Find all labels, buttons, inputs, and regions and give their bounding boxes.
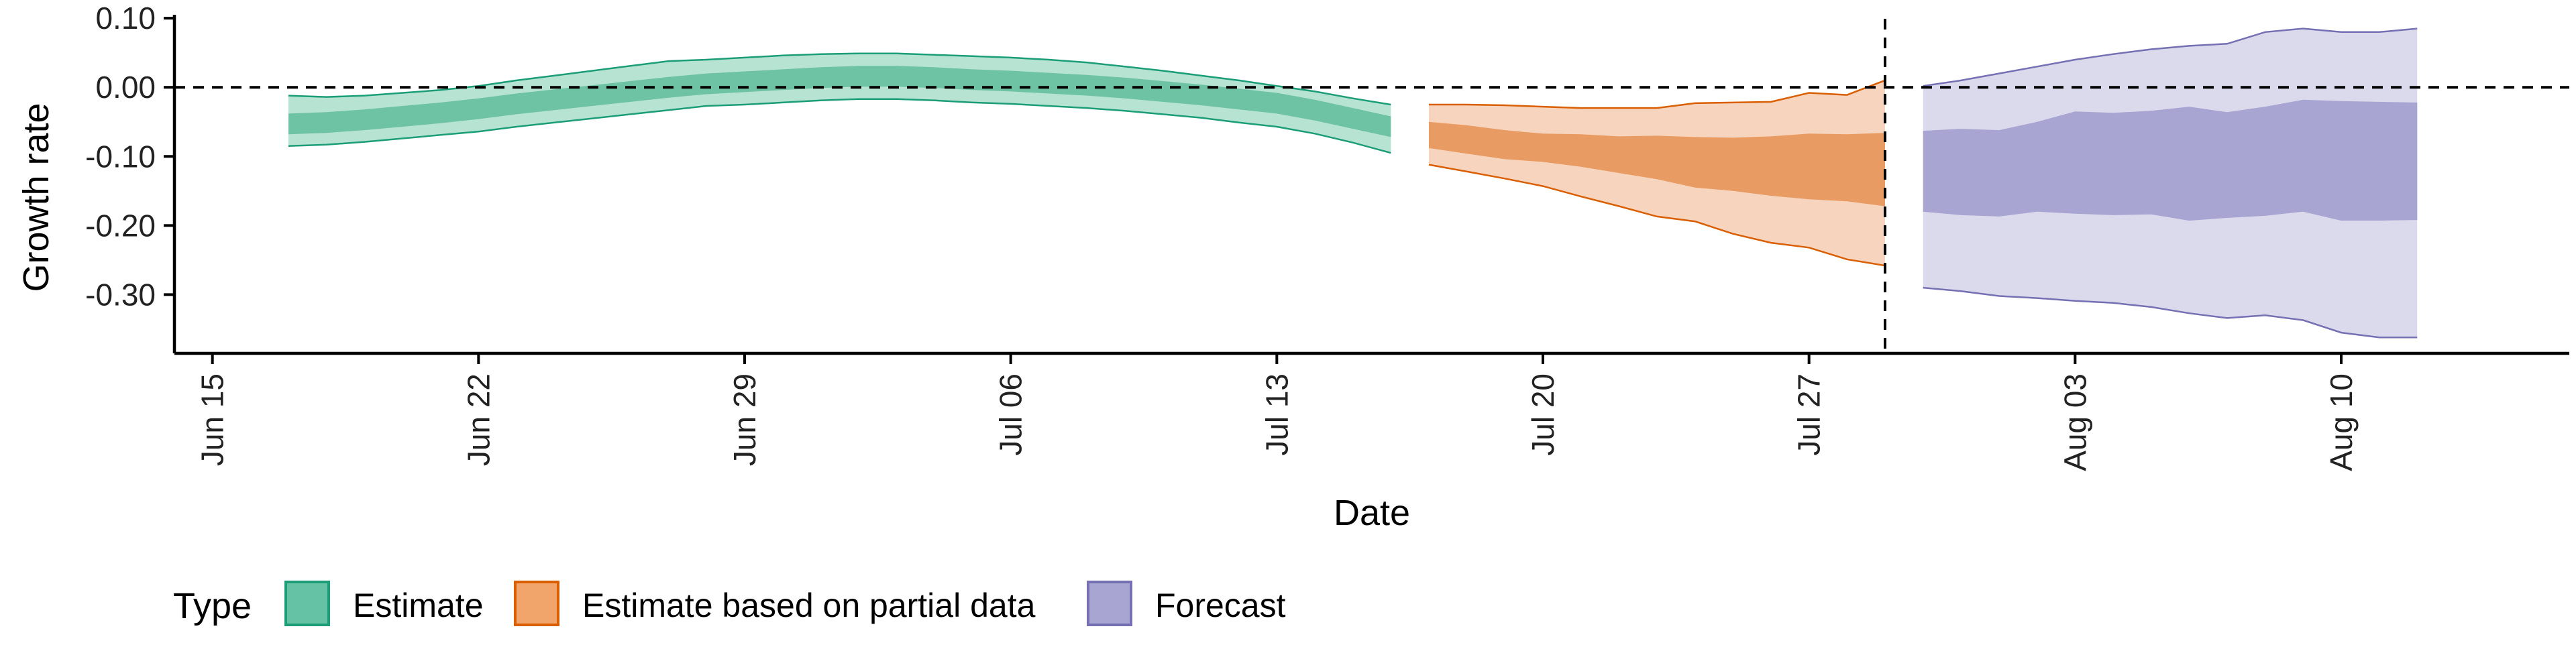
y-tick-label: -0.10 xyxy=(85,139,156,174)
x-tick-label: Jun 29 xyxy=(727,373,762,466)
legend-item-0: Estimate xyxy=(284,581,484,626)
legend: Type Estimate Estimate based on partial d… xyxy=(173,581,1286,626)
x-tick-label: Jun 15 xyxy=(195,373,230,466)
x-tick-label: Aug 03 xyxy=(2057,373,2092,471)
series-2-upper-edge xyxy=(1923,27,2418,87)
legend-title: Type xyxy=(173,586,252,626)
series-0-lower-edge xyxy=(288,98,1391,154)
x-tick-label: Jul 20 xyxy=(1525,373,1560,456)
series-2 xyxy=(1923,27,2418,339)
y-axis-title: Growth rate xyxy=(16,103,56,292)
legend-label: Estimate xyxy=(353,587,484,624)
x-ticks-layer: Jun 15 Jun 22 Jun 29 Jul 06 Jul 13 Jul 20 Jul … xyxy=(195,353,2359,471)
legend-label: Forecast xyxy=(1155,587,1286,624)
legend-item-1: Estimate based on partial data xyxy=(514,581,1036,626)
legend-swatch xyxy=(514,581,559,626)
series-1-inner-band xyxy=(1429,121,1885,207)
legend-label: Estimate based on partial data xyxy=(582,587,1036,624)
x-axis-title: Date xyxy=(1334,493,1410,533)
series-2-inner-band xyxy=(1923,99,2418,221)
y-tick-label: -0.20 xyxy=(85,208,156,243)
legend-swatch xyxy=(284,581,330,626)
x-tick-label: Jul 13 xyxy=(1259,373,1294,456)
legend-swatch xyxy=(1087,581,1132,626)
x-tick-label: Jun 22 xyxy=(461,373,496,466)
x-tick-label: Jul 27 xyxy=(1792,373,1827,456)
series-0-upper-edge xyxy=(288,52,1391,106)
x-tick-label: Aug 10 xyxy=(2324,373,2359,471)
series-1-upper-edge xyxy=(1429,79,1886,109)
series-1-lower-edge xyxy=(1428,164,1886,267)
series-0 xyxy=(288,52,1391,154)
axes-layer xyxy=(172,15,2569,355)
series-1 xyxy=(1428,79,1886,267)
x-tick-label: Jul 06 xyxy=(994,373,1028,456)
legend-items: Estimate Estimate based on partial data Fo… xyxy=(284,581,1286,626)
series-2-lower-edge xyxy=(1923,286,2418,339)
legend-item-2: Forecast xyxy=(1087,581,1286,626)
y-tick-label: -0.30 xyxy=(85,277,156,312)
y-tick-label: 0.10 xyxy=(95,1,156,36)
bands-layer xyxy=(288,27,2418,339)
y-tick-label: 0.00 xyxy=(95,70,156,105)
series-0-inner-band xyxy=(288,66,1391,137)
reference-lines-layer xyxy=(174,19,2569,353)
y-ticks-layer: 0.10 0.00 -0.10 -0.20 -0.30 xyxy=(85,1,174,312)
